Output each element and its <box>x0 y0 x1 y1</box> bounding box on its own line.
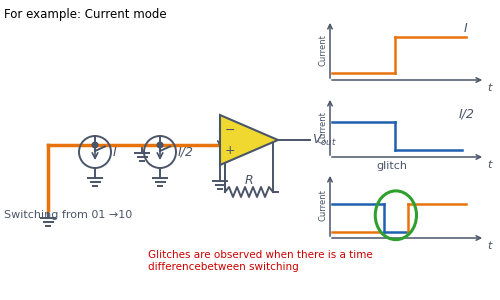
Text: For example: Current mode: For example: Current mode <box>4 8 166 21</box>
Text: t: t <box>487 241 492 251</box>
Text: Current: Current <box>318 34 327 66</box>
Text: t: t <box>487 83 492 93</box>
Circle shape <box>92 142 98 148</box>
Text: −: − <box>225 124 235 136</box>
Polygon shape <box>220 115 278 165</box>
Text: $V_{out}$: $V_{out}$ <box>312 132 337 148</box>
Text: +: + <box>225 143 235 157</box>
Text: t: t <box>487 160 492 170</box>
Text: I/2: I/2 <box>178 146 194 158</box>
Text: I: I <box>113 146 117 158</box>
Text: Switching from 01 →10: Switching from 01 →10 <box>4 210 132 220</box>
Text: I/2: I/2 <box>458 107 474 120</box>
Text: R: R <box>244 174 254 187</box>
Text: Glitches are observed when there is a time
differencebetween switching: Glitches are observed when there is a ti… <box>148 250 373 272</box>
Text: Current: Current <box>318 190 327 221</box>
Text: I: I <box>464 22 467 35</box>
Text: Current: Current <box>318 111 327 143</box>
Text: glitch: glitch <box>376 161 408 171</box>
Circle shape <box>157 142 163 148</box>
